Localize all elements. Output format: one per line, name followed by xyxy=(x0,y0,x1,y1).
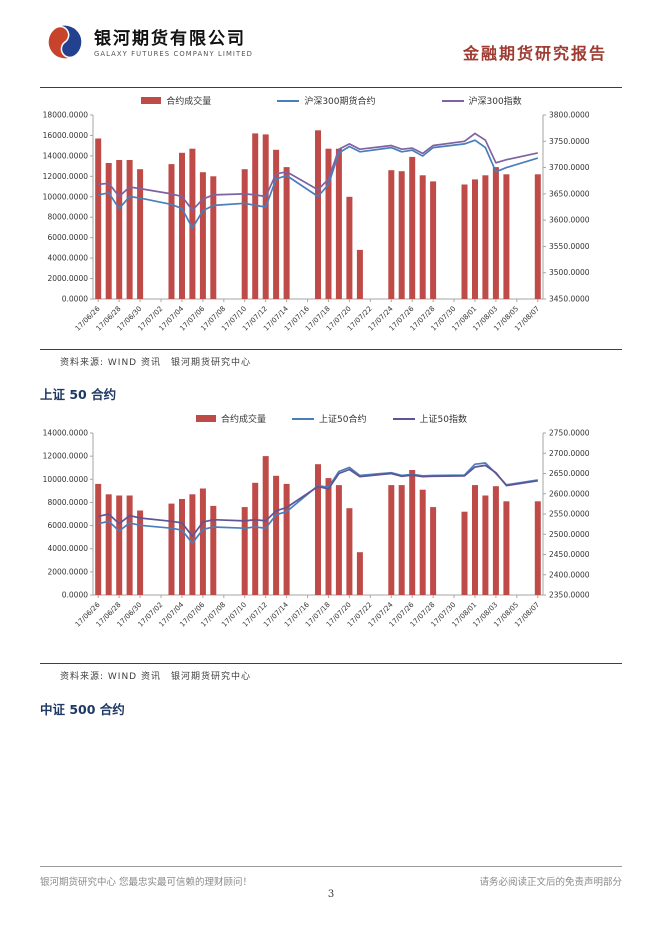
header-divider xyxy=(40,87,622,88)
footer-disclaimer: 请务必阅读正文后的免责声明部分 xyxy=(479,877,622,888)
galaxy-swirl-icon xyxy=(45,22,85,66)
svg-text:3550.0000: 3550.0000 xyxy=(549,242,590,251)
left-axis-labels: 0.0000 2000.0000 4000.0000 6000.0000 8000.00… xyxy=(43,111,93,304)
x-axis-labels: 17/06/2617/06/2817/06/3017/07/0217/07/04… xyxy=(74,595,541,629)
right-axis-labels: 3450.0000 3500.0000 3550.0000 3600.0000 3650… xyxy=(543,111,590,304)
svg-text:2750.0000: 2750.0000 xyxy=(549,429,590,438)
svg-text:2500.0000: 2500.0000 xyxy=(549,530,590,539)
hs300-chart-legend: 合约成交量 沪深300期货合约 沪深300指数 xyxy=(38,92,625,109)
svg-text:3600.0000: 3600.0000 xyxy=(549,216,590,225)
bar-swatch-icon xyxy=(196,415,217,422)
svg-text:2000.0000: 2000.0000 xyxy=(47,274,88,283)
legend-item-2: 上证50指数 xyxy=(392,412,467,425)
section-heading-csi500: 中证 500 合约 xyxy=(40,702,125,717)
company-name-en: GALAXY FUTURES COMPANY LIMITED xyxy=(94,50,253,59)
report-title: 金融期货研究报告 xyxy=(462,44,607,63)
svg-text:0.0000: 0.0000 xyxy=(62,295,88,304)
svg-text:8000.0000: 8000.0000 xyxy=(47,498,88,507)
sse50-chart-legend: 合约成交量 上证50合约 上证50指数 xyxy=(38,410,625,427)
svg-text:12000.0000: 12000.0000 xyxy=(43,172,89,181)
svg-text:3650.0000: 3650.0000 xyxy=(549,189,590,198)
company-name-cn: 银河期货有限公司 xyxy=(94,28,246,49)
line-swatch-icon xyxy=(292,417,315,420)
svg-text:3500.0000: 3500.0000 xyxy=(549,268,590,277)
svg-text:16000.0000: 16000.0000 xyxy=(43,131,89,140)
svg-text:4000.0000: 4000.0000 xyxy=(47,544,88,553)
svg-text:3750.0000: 3750.0000 xyxy=(549,137,590,146)
page-footer: 银河期货研究中心 您最忠实最可信赖的理财顾问！ 请务必阅读正文后的免责声明部分 xyxy=(40,874,622,888)
svg-text:3800.0000: 3800.0000 xyxy=(549,111,590,120)
svg-text:12000.0000: 12000.0000 xyxy=(43,452,89,461)
svg-text:14000.0000: 14000.0000 xyxy=(43,429,89,438)
svg-text:2400.0000: 2400.0000 xyxy=(549,570,590,579)
index-line xyxy=(98,132,538,212)
svg-text:3450.0000: 3450.0000 xyxy=(549,295,590,304)
source-note-hs300: 资料来源: WIND 资讯 银河期货研究中心 xyxy=(40,349,622,368)
line-swatch-icon xyxy=(441,99,464,102)
svg-text:4000.0000: 4000.0000 xyxy=(47,254,88,263)
svg-text:0.0000: 0.0000 xyxy=(62,591,88,600)
svg-text:2000.0000: 2000.0000 xyxy=(47,567,88,576)
footer-slogan: 银河期货研究中心 您最忠实最可信赖的理财顾问！ xyxy=(40,877,253,888)
section-heading-sse50: 上证 50 合约 xyxy=(40,387,117,402)
left-axis-labels: 0.0000 2000.0000 4000.0000 6000.0000 8000.00… xyxy=(43,429,93,600)
legend-item-1: 沪深300期货合约 xyxy=(277,94,376,107)
legend-item-0: 合约成交量 xyxy=(196,412,266,425)
legend-item-0: 合约成交量 xyxy=(141,94,211,107)
svg-text:2650.0000: 2650.0000 xyxy=(549,469,590,478)
svg-text:2550.0000: 2550.0000 xyxy=(549,510,590,519)
svg-text:10000.0000: 10000.0000 xyxy=(43,475,89,484)
svg-text:2700.0000: 2700.0000 xyxy=(549,449,590,458)
svg-text:18000.0000: 18000.0000 xyxy=(43,111,89,120)
company-logo: 银河期货有限公司 GALAXY FUTURES COMPANY LIMITED xyxy=(45,22,253,66)
footer-divider xyxy=(40,866,622,867)
svg-text:14000.0000: 14000.0000 xyxy=(43,151,89,160)
x-axis-labels: 17/06/2617/06/2817/06/3017/07/0217/07/04… xyxy=(74,299,541,333)
svg-text:6000.0000: 6000.0000 xyxy=(47,521,88,530)
line-swatch-icon xyxy=(392,417,415,420)
svg-text:6000.0000: 6000.0000 xyxy=(47,233,88,242)
futures-line xyxy=(98,139,539,229)
index-line xyxy=(98,464,538,538)
right-axis-labels: 2350.0000 2400.0000 2450.0000 2500.0000 2550… xyxy=(543,429,590,600)
page-number: 3 xyxy=(327,889,335,900)
sse50-chart-section: 合约成交量 上证50合约 上证50指数 0.0000 2000.0000 4000.00… xyxy=(38,410,625,647)
hs300-chart-canvas: 0.0000 2000.0000 4000.0000 6000.0000 8000.00… xyxy=(43,111,590,333)
line-swatch-icon xyxy=(277,99,300,102)
svg-text:8000.0000: 8000.0000 xyxy=(47,213,88,222)
volume-bars xyxy=(95,130,541,299)
bar-swatch-icon xyxy=(141,97,162,104)
volume-bars xyxy=(95,456,541,595)
page-header: 银河期货有限公司 GALAXY FUTURES COMPANY LIMITED … xyxy=(45,22,607,66)
legend-item-2: 沪深300指数 xyxy=(441,94,522,107)
source-note-sse50: 资料来源: WIND 资讯 银河期货研究中心 xyxy=(40,663,622,682)
sse50-chart-canvas: 0.0000 2000.0000 4000.0000 6000.0000 8000.00… xyxy=(43,429,590,629)
hs300-chart-section: 合约成交量 沪深300期货合约 沪深300指数 0.0000 2000.0000 400… xyxy=(38,92,625,351)
svg-text:2350.0000: 2350.0000 xyxy=(549,591,590,600)
svg-text:3700.0000: 3700.0000 xyxy=(549,163,590,172)
svg-text:10000.0000: 10000.0000 xyxy=(43,192,89,201)
legend-item-1: 上证50合约 xyxy=(292,412,367,425)
svg-text:2600.0000: 2600.0000 xyxy=(549,489,590,498)
svg-text:2450.0000: 2450.0000 xyxy=(549,550,590,559)
